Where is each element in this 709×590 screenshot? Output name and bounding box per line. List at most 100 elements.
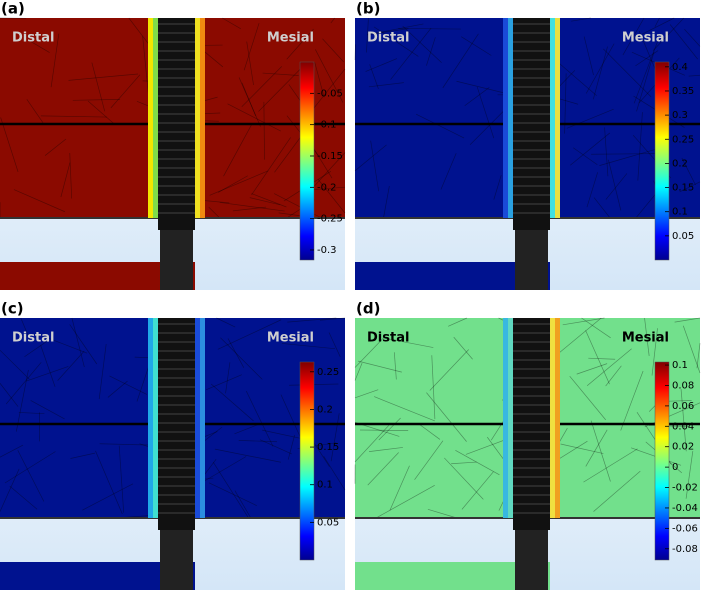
mesh-edge (99, 443, 150, 446)
colorbar (299, 61, 315, 261)
stress-band-right (200, 18, 205, 218)
mesh-edge (685, 451, 694, 499)
mesh-edge (593, 197, 611, 219)
mesh-edge (249, 197, 281, 206)
panel-label: (a) (1, 0, 25, 18)
mesh-edge (592, 46, 608, 100)
mesh-edge (0, 383, 19, 407)
mesh-edge (402, 25, 442, 63)
mesh-edge (354, 389, 379, 399)
colorbar-tick-label: 0.04 (672, 421, 694, 432)
mesh-edge (383, 337, 434, 348)
mesh-edge (418, 423, 441, 440)
mesh-edge (374, 23, 424, 34)
mesh-edge (585, 330, 610, 385)
mesh-edge (558, 317, 602, 354)
mesh-edge (0, 444, 24, 458)
mesh-edge (44, 138, 67, 156)
mesial-label: Mesial (267, 331, 314, 346)
mesh-edge (251, 193, 287, 208)
mesh-edge (560, 443, 604, 454)
colorbar-tick-label: 0 (672, 462, 678, 473)
mesh-edge (427, 508, 457, 519)
implant-neck (515, 530, 548, 590)
colorbar-tick-label: 0.2 (317, 404, 333, 415)
mesh-edge (9, 485, 38, 510)
mesh-edge (375, 484, 435, 519)
stress-band-right (195, 318, 200, 518)
stress-band-left (153, 18, 158, 218)
mesh-edge (220, 337, 263, 380)
mesh-edge (448, 317, 468, 327)
mesh-edge (569, 375, 606, 421)
mesh-edge (0, 349, 30, 380)
panel: Distal Mesial 0.4 0.35 0.3 0.25 0.2 0.15 0.1 0.05 (354, 17, 701, 290)
colorbar-tick-label: 0.2 (672, 158, 688, 169)
mesh-edge (603, 48, 652, 98)
mesh-edge (469, 106, 509, 146)
mesh-edge (476, 86, 495, 139)
mesh-edge (5, 362, 42, 405)
stress-band-left (503, 18, 508, 218)
mesh-edge (82, 483, 134, 511)
colorbar-tick-label: -0.02 (672, 483, 698, 494)
mesh-edge (13, 189, 66, 213)
stress-band-left (148, 318, 153, 518)
mesh-edge (635, 50, 659, 67)
mesh-edge (431, 355, 436, 420)
mesh-edge (680, 389, 687, 452)
mesh-edge (42, 335, 88, 354)
mesh-edge (246, 41, 254, 86)
mesh-edge (573, 147, 598, 166)
mesh-edge (440, 153, 457, 190)
mesh-edge (17, 450, 45, 502)
colorbar-tick-label: 0.06 (672, 401, 694, 412)
mesh-edge (426, 392, 467, 442)
mesh-edge (322, 38, 344, 63)
mesh-edge (373, 26, 419, 57)
mesh-edge (622, 17, 645, 56)
mesh-edge (70, 452, 96, 459)
colorbar-tick-label: -0.05 (317, 88, 343, 99)
colorbar-tick-label: -0.25 (317, 214, 343, 225)
mesh-edge (682, 325, 701, 374)
mesh-edge (262, 72, 299, 76)
stress-band-left (508, 318, 513, 518)
mesh-edge (312, 68, 346, 110)
panel: Distal Mesial 0.1 0.08 0.06 0.04 0.02 0 -0.02 -0.… (354, 317, 701, 590)
mesh-edge (608, 159, 622, 211)
mesh-edge (287, 434, 295, 460)
colorbar-tick-label: 0.25 (317, 367, 339, 378)
mesh-edge (286, 28, 314, 60)
mesh-edge (366, 17, 369, 53)
mesial-label: Mesial (267, 31, 314, 46)
mesh-edge (18, 412, 45, 415)
mesh-edge (605, 173, 628, 200)
distal-label: Distal (367, 331, 409, 346)
colorbar-tick-label: 0.3 (672, 110, 688, 121)
mesh-edge (241, 66, 283, 108)
mesh-edge (227, 338, 245, 368)
mesh-edge (245, 390, 274, 447)
colorbar-tick-label: 0.1 (317, 480, 333, 491)
mesial-label: Mesial (622, 31, 669, 46)
panel-label: (c) (1, 300, 24, 318)
mesh-edge (205, 374, 242, 391)
mesh-edge (208, 482, 257, 506)
colorbar-tick-label: 0.1 (672, 207, 688, 218)
panel: Distal Mesial 0.25 0.2 0.15 0.1 0.05 (0, 317, 346, 590)
mesh-edge (26, 99, 44, 123)
mesh-edge (323, 456, 346, 491)
mesh-edge (636, 51, 655, 112)
mesh-edge (455, 450, 500, 476)
colorbar-tick-label: 0.4 (672, 62, 688, 73)
mesh-edge (368, 82, 404, 88)
panel-label: (d) (356, 300, 380, 318)
mesh-edge (227, 103, 281, 132)
mesh-edge (493, 175, 502, 200)
mesh-edge (681, 157, 696, 186)
mesh-edge (118, 445, 125, 513)
mesh-edge (378, 417, 401, 441)
mesh-edge (319, 317, 346, 321)
mesh-edge (389, 465, 410, 511)
